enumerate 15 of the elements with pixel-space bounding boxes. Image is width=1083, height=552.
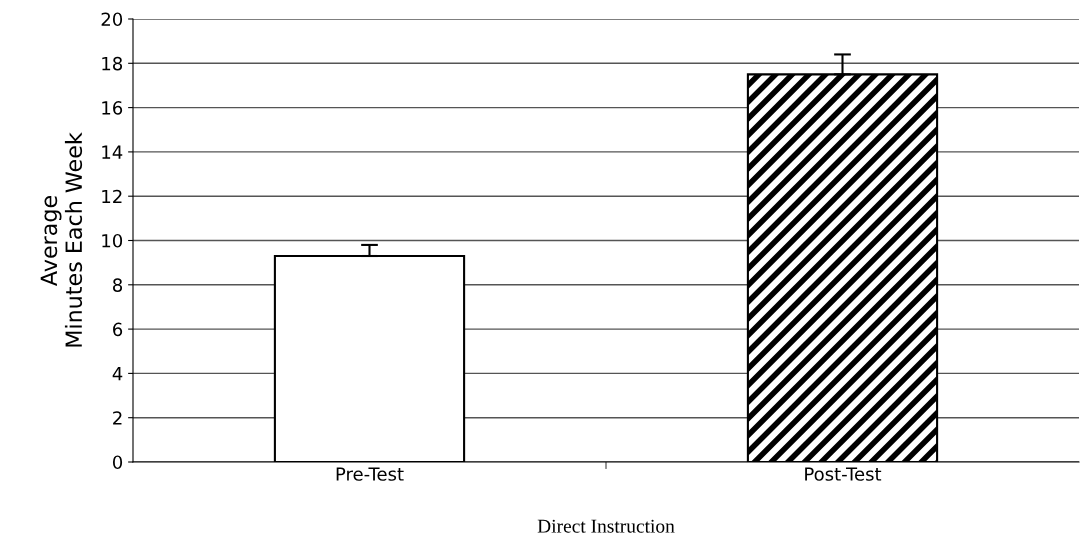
- y-tick-label: 20: [101, 12, 123, 27]
- y-tick-label: 4: [112, 367, 123, 381]
- y-tick-label: 14: [102, 145, 123, 159]
- y-tick-label: 0: [112, 455, 123, 470]
- y-tick-label: 2: [113, 411, 122, 425]
- y-tick-label: 6: [113, 322, 123, 337]
- y-tick-label: 10: [102, 233, 123, 248]
- y-tick-label: 16: [102, 101, 123, 115]
- y-axis-title: Average Minutes Each Week: [40, 132, 83, 347]
- y-tick-label: 8: [113, 278, 123, 292]
- x-axis-title: Direct Instruction: [537, 519, 675, 533]
- x-tick-label: Pre-Test: [336, 467, 404, 481]
- y-tick-label: 12: [102, 189, 122, 204]
- y-tick-label: 18: [102, 56, 123, 71]
- x-tick-label: Post-Test: [805, 467, 882, 481]
